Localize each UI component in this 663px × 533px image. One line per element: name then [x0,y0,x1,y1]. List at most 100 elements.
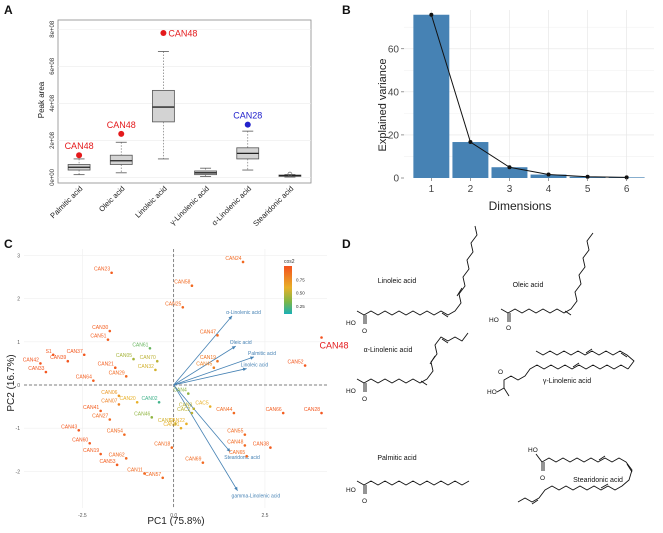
loading-arrow [173,384,238,491]
box-x-tick-label: α-Linolenic acid [210,184,253,227]
box-x-tick-label: γ-Linolenic acid [168,184,211,227]
pca-point [132,357,135,361]
box-body [152,89,175,123]
stearidonic-ho-label: HO [528,447,538,454]
pca-point [170,446,174,449]
oleic-double-bond [564,310,572,316]
pca-point [216,334,219,337]
pca-point-label: CAN62 [109,452,125,458]
box-y-axis-title: Peak area [37,81,46,118]
alpha-linolenic-o-label: O [362,396,367,403]
stearidonic-chain [517,457,633,503]
alpha-linolenic-ho-label: HO [346,388,356,395]
pca-point-label: CAN06 [101,390,117,396]
pca-point-label: CAN57 [145,472,161,478]
cos2-legend-tick-label: 0.50 [296,291,305,296]
oleic-acid-name: Oleic acid [513,282,544,289]
oleic-o-label: O [506,325,511,332]
loading-arrow [173,368,247,386]
oleic-ho-label: HO [489,317,499,324]
scree-point [585,174,590,179]
stearidonic-acid-head [535,453,543,463]
stearidonic-double-1 [598,455,606,461]
oleic-acid-structure: HO O Oleic acid [489,232,594,332]
loading-arrowhead [242,367,247,372]
box-x-tick-label: Linoleic acid [133,184,169,220]
pca-point [212,366,216,370]
pca-point [115,463,119,467]
loading-arrowhead [250,356,254,360]
pca-point [281,411,285,415]
pca-point [185,422,188,426]
scree-x-tick-label: 1 [429,184,435,195]
pca-point [241,260,245,264]
box-body [109,154,133,165]
palmitic-hydroxyl-bond [356,480,365,486]
pca-point-label: CAN48 [227,439,243,445]
pca-point [174,422,177,426]
pca-point [143,472,146,475]
cos2-legend-tick-label: 0.75 [296,277,305,282]
pca-point [124,375,128,378]
pca-point-label: CAN61 [132,342,148,348]
pca-point-label: CAN64 [76,375,92,381]
cos2-color-bar [284,266,292,314]
pca-point-label: CAN46 [134,411,150,417]
pca-point [44,370,48,374]
stearidonic-acid-structure: HO O Stearidonic acid [517,447,633,505]
scree-y-tick-label: 40 [388,87,400,98]
box-y-tick-label: 8e+08 [50,20,56,38]
pca-point [208,405,212,408]
pca-point-label: CAN02 [141,396,157,402]
pca-point-label: CAN32 [138,364,154,370]
gamma-linolenic-double-1 [572,362,580,368]
pca-x-tick-label: -2.5 [78,513,87,519]
pca-point [108,329,112,333]
pca-point [181,305,185,309]
pca-point [216,359,219,363]
box-outlier-label: CAN48 [168,28,197,38]
pca-point [303,364,307,367]
pca-point-label: CAN29 [109,370,125,376]
pca-x-tick-label: 0.0 [170,513,177,519]
pca-point [186,392,190,395]
pca-point [201,461,205,464]
pca-point-label: CAN28 [304,407,320,413]
box-y-tick-label: 4e+08 [50,94,56,112]
pca-point [88,441,92,445]
pca-point [320,411,323,415]
pca-point-label: CAN52 [287,360,303,366]
loading-label: gamma-Linolenic acid [232,494,281,500]
pca-y-tick-label: 0 [17,383,20,389]
pca-point [51,353,55,357]
pca-point-label: CAC5 [195,401,209,407]
pca-point-label: CAN54 [107,429,123,435]
alpha-linolenic-double-3 [441,338,449,344]
panel-a: A Peak area CAN48 CAN48 CAN48 CAN28 0e+00 2e… [4,3,312,228]
pca-point [117,403,121,406]
pca-point [135,400,139,404]
pca-point [106,338,110,341]
palmitic-acid-name: Palmitic acid [377,455,416,462]
loading-label: α-Linolenic acid [226,310,261,316]
pca-point [92,379,95,382]
linoleic-ho-label: HO [346,320,356,327]
pca-point [179,426,183,430]
box-outlier-point [160,29,167,36]
pca-point-label: CAN07 [101,398,117,404]
pca-point [148,346,152,350]
scree-bar [491,167,528,178]
gamma-linolenic-ho-label: HO [487,389,497,396]
oleic-hydroxyl-bond [500,308,509,314]
pca-point-label: CAN33 [28,366,44,372]
stearidonic-acid-name: Stearidonic acid [573,477,623,484]
pca-point-label: CAN27 [92,414,108,420]
pca-y-tick-label: 1 [17,340,20,346]
scree-point [429,12,434,17]
pca-point-label: CAN51 [90,334,106,340]
pca-y-tick-label: 3 [17,253,20,259]
pca-point-label: CAN23 [94,267,110,273]
palmitic-ho-label: HO [346,487,356,494]
linoleic-hydroxyl-bond [356,310,365,316]
